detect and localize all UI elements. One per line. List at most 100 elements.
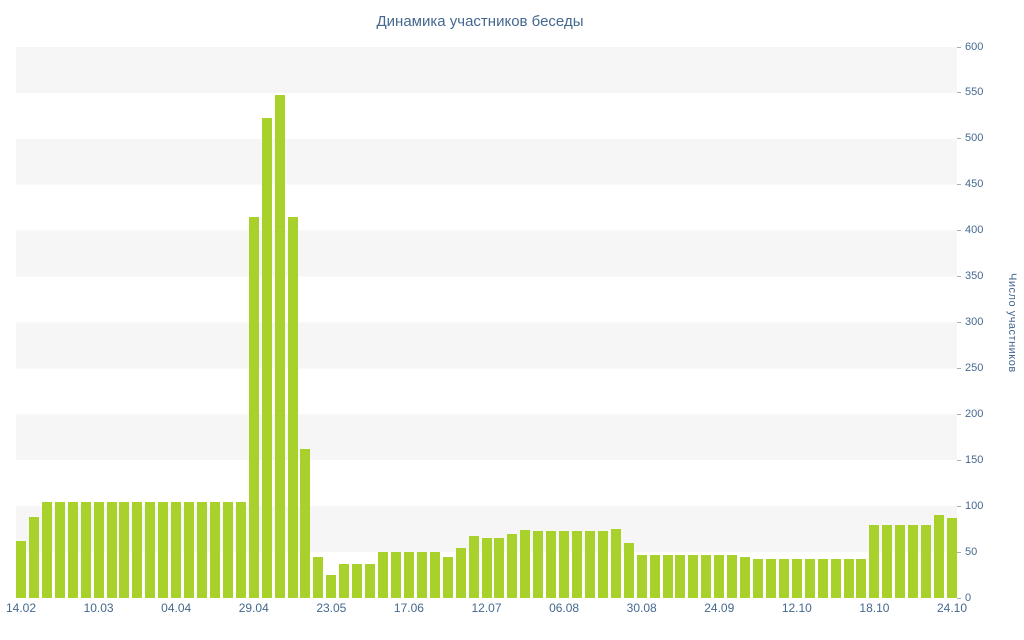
bar <box>882 524 893 598</box>
bar <box>688 554 699 598</box>
bar <box>934 515 945 598</box>
bar <box>597 530 608 598</box>
y-tick: 150 <box>957 454 983 466</box>
bar <box>468 536 479 598</box>
x-tick-label: 30.08 <box>626 601 657 615</box>
bar <box>765 558 776 598</box>
bar <box>442 556 453 598</box>
bar <box>171 501 182 598</box>
bar <box>533 530 544 598</box>
bar <box>636 554 647 598</box>
y-tick-mark <box>957 551 961 553</box>
y-tick-mark <box>957 276 961 278</box>
y-tick-mark <box>957 322 961 323</box>
y-tick: 50 <box>957 546 977 558</box>
y-tick-label: 0 <box>965 591 972 604</box>
x-tick-label: 04.04 <box>161 601 192 615</box>
y-tick: 450 <box>957 179 983 191</box>
y-tick-mark <box>957 92 961 94</box>
bar <box>843 558 854 598</box>
bar <box>93 501 104 598</box>
y-axis-labels: 0 50 100 150 200 250 300 350 400 450 500 550 600 <box>957 41 1001 603</box>
y-tick: 100 <box>957 500 983 512</box>
x-axis-labels: 14.02 10.03 04.04 29.04 23.05 17.06 12.07 06.08… <box>6 601 967 617</box>
bar <box>261 117 272 598</box>
y-tick-mark <box>957 505 961 507</box>
bar <box>365 564 376 598</box>
bar <box>28 517 39 598</box>
y-tick-mark <box>957 413 961 415</box>
y-tick-label: 500 <box>965 132 984 145</box>
y-tick-label: 400 <box>965 224 984 237</box>
bar <box>753 558 764 598</box>
bar <box>209 501 220 598</box>
bar <box>895 524 906 598</box>
bar <box>184 501 195 598</box>
bar <box>520 530 531 598</box>
bar <box>804 558 815 598</box>
y-tick: 550 <box>957 87 983 99</box>
bar <box>416 552 427 598</box>
bar <box>675 554 686 598</box>
x-tick-label: 18.10 <box>859 601 890 615</box>
y-tick: 250 <box>957 362 983 374</box>
y-tick-label: 350 <box>965 270 984 283</box>
y-tick-mark <box>957 184 961 186</box>
x-tick-label: 24.09 <box>704 601 735 615</box>
bar <box>649 554 660 598</box>
x-tick-label: 23.05 <box>316 601 347 615</box>
bar <box>248 216 259 598</box>
bar <box>610 529 621 598</box>
y-tick-mark <box>957 230 961 232</box>
y-tick-mark <box>957 138 961 140</box>
y-tick: 500 <box>957 133 983 145</box>
plot-area <box>16 47 957 598</box>
y-tick-label: 600 <box>965 40 984 53</box>
x-tick-label: 24.10 <box>936 601 968 615</box>
bar <box>106 501 117 598</box>
y-tick-label: 100 <box>965 499 984 512</box>
y-tick-label: 250 <box>965 361 984 374</box>
bar <box>947 518 957 598</box>
bar <box>67 501 78 598</box>
bar <box>300 449 311 598</box>
x-tick-label: 12.10 <box>781 601 812 615</box>
bar <box>791 558 802 598</box>
y-tick-mark <box>957 597 961 599</box>
y-axis-title: Число участников <box>1006 272 1018 373</box>
bar <box>701 554 712 598</box>
bar <box>352 564 363 598</box>
y-tick-label: 450 <box>965 178 984 191</box>
bar <box>132 501 143 598</box>
x-tick-label: 12.07 <box>471 601 502 615</box>
y-tick: 300 <box>957 317 983 329</box>
bar <box>54 501 65 598</box>
bar <box>222 501 233 598</box>
y-tick: 0 <box>957 592 971 604</box>
y-tick-label: 50 <box>965 545 978 558</box>
bar <box>921 524 932 598</box>
y-tick-mark <box>957 46 961 48</box>
bar <box>119 501 130 598</box>
y-tick: 600 <box>957 41 983 53</box>
bar <box>740 556 751 598</box>
bar <box>908 524 919 598</box>
bar <box>662 554 673 598</box>
bar <box>80 501 91 598</box>
bar <box>339 564 350 598</box>
x-tick-label: 17.06 <box>393 601 424 615</box>
bar <box>830 558 841 598</box>
y-tick: 350 <box>957 271 983 283</box>
bar <box>403 552 414 598</box>
y-tick-mark <box>957 459 961 461</box>
chart-title: Динамика участников беседы <box>376 13 584 30</box>
x-tick-label: 14.02 <box>5 601 37 615</box>
bar <box>494 538 505 598</box>
bar <box>429 552 440 598</box>
x-tick-label: 10.03 <box>83 601 114 615</box>
y-tick: 200 <box>957 408 983 420</box>
bar <box>326 575 337 598</box>
bar <box>455 547 466 598</box>
bar <box>390 552 401 598</box>
